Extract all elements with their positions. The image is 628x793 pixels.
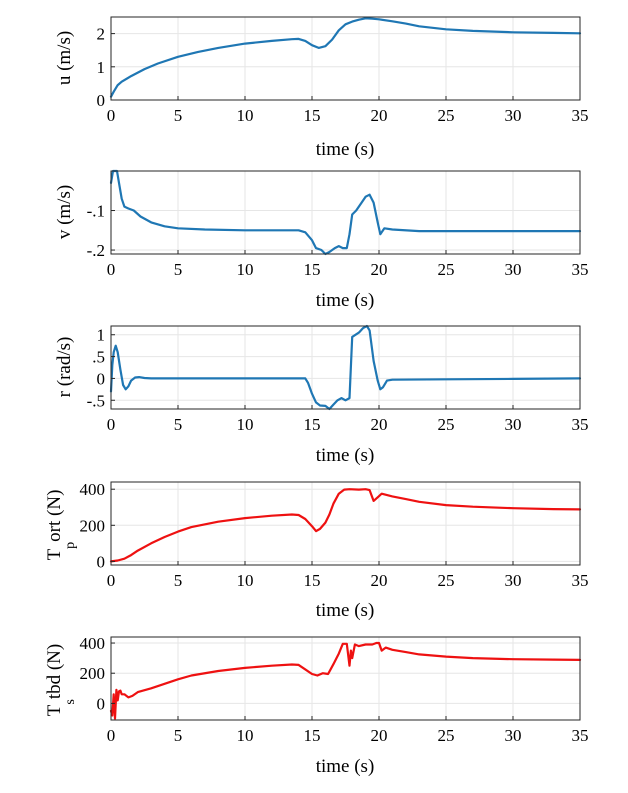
plot-area-tport: [110, 481, 581, 566]
x-tick-label: 0: [107, 415, 116, 434]
x-tick-label: 35: [572, 106, 589, 125]
x-tick-label: 10: [237, 571, 254, 590]
x-axis-label-v: time (s): [316, 290, 375, 311]
series-u-line: [109, 17, 582, 98]
plot-area-r: [110, 325, 581, 410]
x-tick-label: 5: [174, 415, 183, 434]
y-axis-label-tstbd: Tstbd (N): [44, 644, 78, 716]
x-tick-label: 10: [237, 106, 254, 125]
plot-border: [110, 481, 581, 566]
x-tick-label: 15: [304, 571, 321, 590]
y-ticks-v: -.2 -.1: [87, 202, 115, 260]
x-tick-label: 10: [237, 726, 254, 745]
grid-v: [110, 171, 581, 254]
x-tick-label: 25: [438, 571, 455, 590]
x-tick-label: 0: [107, 571, 116, 590]
x-tick-label: 10: [237, 260, 254, 279]
y-tick-label: 400: [80, 634, 106, 653]
x-tick-label: 35: [572, 260, 589, 279]
y-axis-label-tport: Tport (N): [44, 490, 78, 561]
x-tick-label: 35: [572, 571, 589, 590]
plot-border: [110, 170, 581, 255]
y-tick-label: 200: [80, 516, 106, 535]
x-tick-label: 15: [304, 106, 321, 125]
svg-text:Tport (N): Tport (N): [44, 490, 78, 561]
panel-v: 0 5 10 15 20 25 30 35 -.2 -.1 time (s) v (m/s): [54, 169, 589, 311]
x-tick-label: 20: [371, 260, 388, 279]
x-axis-label-u: time (s): [316, 139, 375, 160]
svg-text:Tstbd (N): Tstbd (N): [44, 644, 78, 716]
panel-tstbd: 0 5 10 15 20 25 30 35 0 200 400 time (s) Tstbd (N…: [44, 634, 589, 777]
y-ticks-tport: 0 200 400: [80, 480, 115, 571]
y-tick-label: .5: [92, 348, 105, 367]
x-tick-label: 15: [304, 260, 321, 279]
y-tick-label: 2: [97, 25, 106, 44]
x-tick-label: 5: [174, 571, 183, 590]
x-tick-label: 5: [174, 726, 183, 745]
panel-u: 0 5 10 15 20 25 30 35 0 1 2 time (s) u (m/s): [54, 16, 589, 160]
y-tick-label: 0: [97, 91, 106, 110]
y-tick-label: 400: [80, 480, 106, 499]
y-tick-label: -.2: [87, 241, 105, 260]
y-tick-label: 0: [97, 552, 106, 571]
x-tick-label: 0: [107, 106, 116, 125]
y-tick-label: 0: [97, 369, 106, 388]
y-tick-label: -.5: [87, 391, 105, 410]
series-tstbd-line: [109, 641, 582, 720]
x-tick-label: 20: [371, 726, 388, 745]
x-tick-label: 0: [107, 726, 116, 745]
x-tick-label: 25: [438, 106, 455, 125]
x-tick-label: 5: [174, 260, 183, 279]
x-tick-label: 15: [304, 415, 321, 434]
y-ticks-r: -.5 0 .5 1: [87, 326, 115, 410]
y-tick-label: 200: [80, 664, 106, 683]
plot-area-u: [110, 16, 581, 101]
plot-border: [110, 636, 581, 721]
y-tick-label: 1: [97, 326, 106, 345]
y-tick-label: 1: [97, 58, 106, 77]
x-ticks-r: 0 5 10 15 20 25 30 35: [107, 405, 589, 434]
plot-area-tstbd: [110, 636, 581, 721]
x-tick-label: 35: [572, 415, 589, 434]
plot-border: [110, 16, 581, 101]
y-axis-label-v: v (m/s): [54, 185, 75, 239]
x-tick-label: 25: [438, 726, 455, 745]
y-axis-label-u: u (m/s): [54, 31, 75, 85]
x-axis-label-r: time (s): [316, 445, 375, 466]
x-axis-label-tport: time (s): [316, 600, 375, 621]
series-r-line: [109, 324, 582, 411]
x-tick-label: 5: [174, 106, 183, 125]
x-tick-label: 20: [371, 571, 388, 590]
x-ticks-tport: 0 5 10 15 20 25 30 35: [107, 561, 589, 590]
plot-area-v: [110, 170, 581, 255]
x-tick-label: 30: [505, 571, 522, 590]
x-tick-label: 15: [304, 726, 321, 745]
panel-r: 0 5 10 15 20 25 30 35 -.50.51 time (s) r (rad/s…: [54, 324, 589, 466]
x-axis-label-tstbd: time (s): [316, 756, 375, 777]
x-tick-label: 0: [107, 260, 116, 279]
x-ticks-v: 0 5 10 15 20 25 30 35: [107, 250, 589, 279]
series-tport-line: [109, 488, 582, 563]
x-tick-label: 30: [505, 415, 522, 434]
x-tick-label: 30: [505, 106, 522, 125]
y-tick-label: 0: [97, 694, 106, 713]
x-tick-label: 20: [371, 106, 388, 125]
x-tick-label: 20: [371, 415, 388, 434]
x-tick-label: 25: [438, 415, 455, 434]
grid-r: [110, 326, 581, 409]
x-tick-label: 25: [438, 260, 455, 279]
x-tick-label: 35: [572, 726, 589, 745]
x-tick-label: 30: [505, 726, 522, 745]
x-tick-label: 10: [237, 415, 254, 434]
plot-border: [110, 325, 581, 410]
x-ticks-tstbd: 0 5 10 15 20 25 30 35: [107, 716, 589, 745]
y-ticks-tstbd: 0 200 400: [80, 634, 115, 713]
x-tick-label: 30: [505, 260, 522, 279]
y-axis-label-r: r (rad/s): [54, 337, 75, 398]
panel-tport: 0 5 10 15 20 25 30 35 0 200 400 time (s) Tport (N…: [44, 480, 589, 621]
y-tick-label: -.1: [87, 202, 105, 221]
